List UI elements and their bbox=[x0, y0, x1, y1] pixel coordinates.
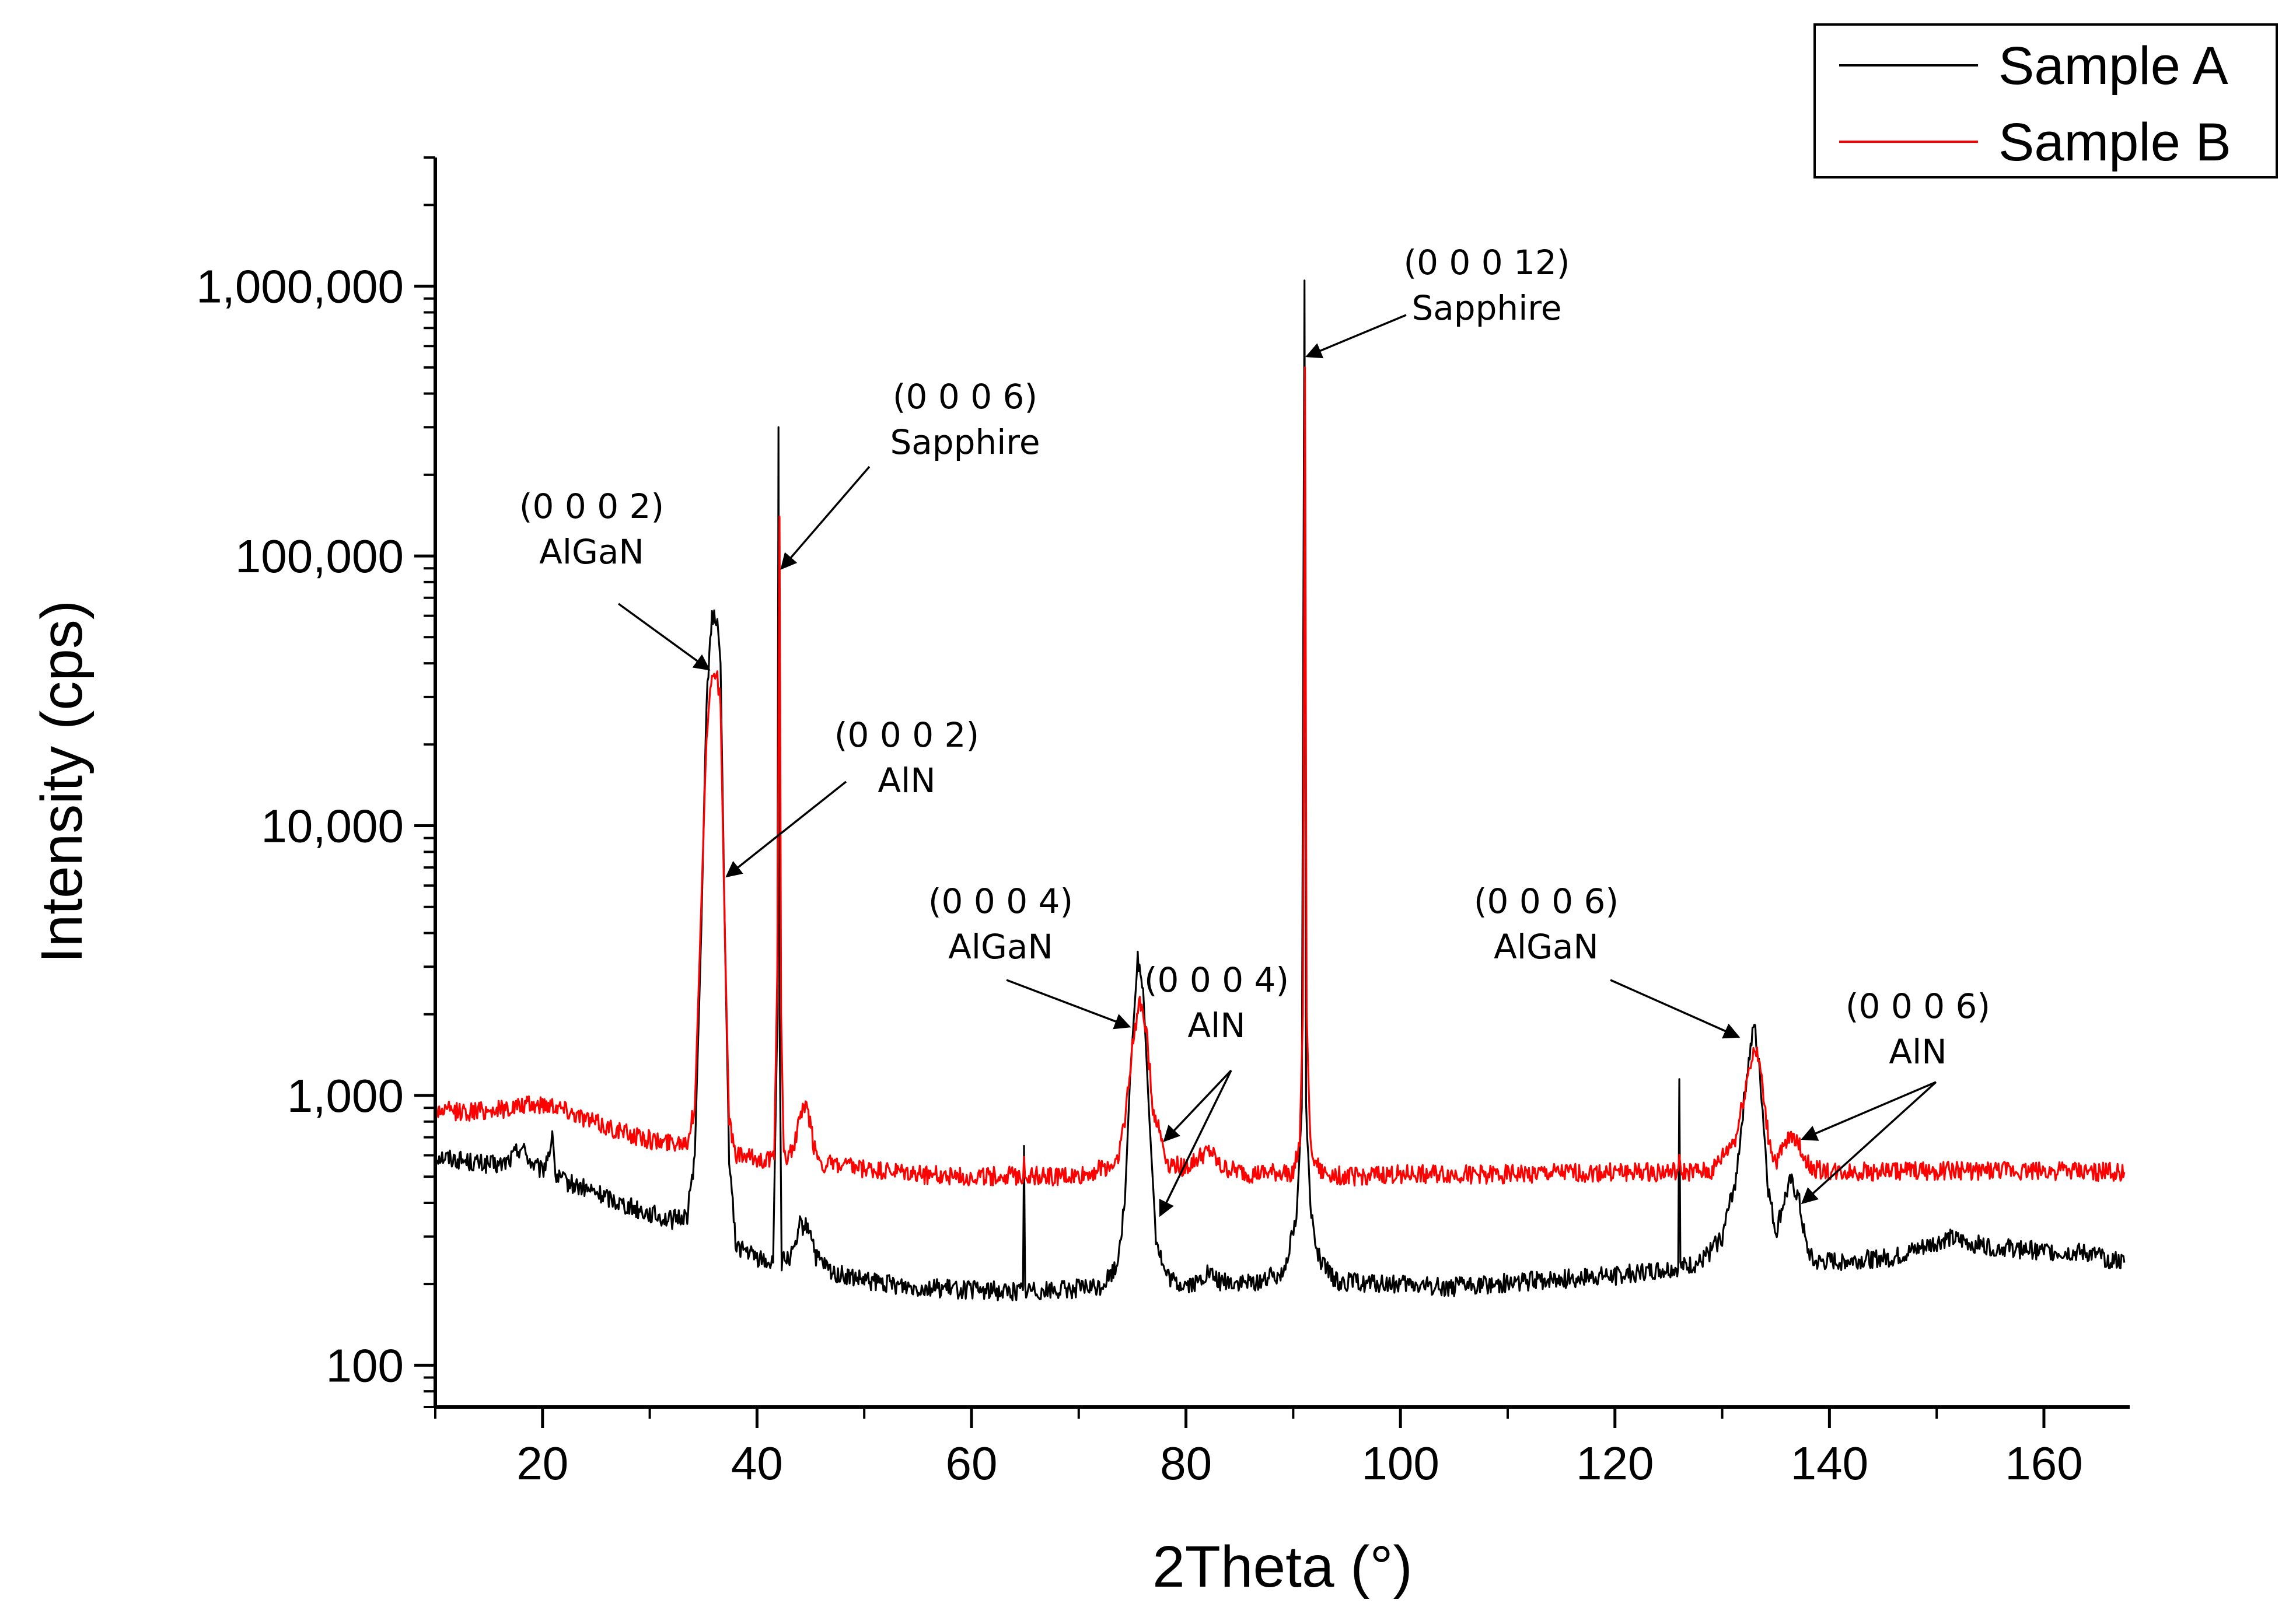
annotation-arrow bbox=[1801, 1081, 1937, 1141]
annotation-arrow bbox=[1610, 979, 1741, 1039]
annotation-material: AlN bbox=[1187, 1006, 1245, 1045]
x-tick-label: 100 bbox=[1361, 1437, 1439, 1489]
annotation-material: AlN bbox=[878, 761, 935, 800]
ticks-layer: 20 40 60 80 100 120 140 160 100 1,000 10,000 100,00… bbox=[196, 156, 2083, 1489]
series-line-sample-b bbox=[434, 366, 2126, 1186]
annotation-miller-index: (0 0 0 2) bbox=[519, 487, 664, 526]
legend-label-sample-b: Sample B bbox=[1998, 113, 2231, 172]
x-tick-label: 140 bbox=[1791, 1437, 1868, 1489]
x-tick-label: 20 bbox=[516, 1437, 568, 1489]
series-layer bbox=[434, 279, 2126, 1301]
annotation-miller-index: (0 0 0 4) bbox=[928, 881, 1073, 921]
annotation-miller-index: (0 0 0 2) bbox=[834, 715, 979, 755]
annotation-arrow bbox=[1163, 1069, 1232, 1142]
annotation-miller-index: (0 0 0 6) bbox=[1474, 881, 1619, 921]
axes bbox=[434, 158, 2130, 1409]
annotation-miller-index: (0 0 0 6) bbox=[1846, 986, 1990, 1026]
annotation-miller-index: (0 0 0 4) bbox=[1144, 960, 1289, 1000]
annotation-material: Sapphire bbox=[890, 422, 1040, 462]
y-tick-label: 100 bbox=[326, 1339, 404, 1391]
annotations-layer: (0 0 0 2) AlGaN (0 0 0 6) Sapphire (0 0 0 2)… bbox=[519, 243, 1990, 1217]
annotation-miller-index: (0 0 0 6) bbox=[893, 377, 1037, 416]
x-tick-label: 40 bbox=[731, 1437, 783, 1489]
annotation-material: AlN bbox=[1889, 1032, 1946, 1072]
annotation-arrow bbox=[617, 603, 711, 671]
y-tick-label: 100,000 bbox=[235, 530, 404, 582]
y-tick-label: 1,000 bbox=[287, 1070, 404, 1122]
legend-label-sample-a: Sample A bbox=[1998, 36, 2228, 96]
legend-box bbox=[1813, 23, 2278, 178]
legend: Sample A Sample B bbox=[1813, 23, 2278, 178]
annotation-arrow bbox=[725, 780, 847, 878]
annotation-arrow bbox=[1305, 314, 1407, 359]
x-axis-title: 2Theta (°) bbox=[1152, 1534, 1413, 1600]
series-line-sample-a bbox=[434, 279, 2126, 1301]
annotation-arrow bbox=[1159, 1070, 1232, 1217]
annotation-arrow bbox=[1006, 979, 1131, 1030]
annotation-material: Sapphire bbox=[1411, 288, 1561, 328]
annotation-miller-index: (0 0 0 12) bbox=[1403, 243, 1570, 282]
annotation-arrow bbox=[780, 466, 871, 570]
y-axis-title: Intensity (cps) bbox=[29, 600, 95, 963]
annotation-arrow bbox=[1801, 1081, 1937, 1205]
y-tick-label: 10,000 bbox=[261, 800, 404, 852]
x-tick-label: 160 bbox=[2005, 1437, 2082, 1489]
x-tick-label: 120 bbox=[1576, 1437, 1654, 1489]
annotation-material: AlGaN bbox=[948, 927, 1053, 967]
y-tick-label: 1,000,000 bbox=[196, 261, 404, 313]
annotation-material: AlGaN bbox=[539, 532, 644, 572]
x-tick-label: 80 bbox=[1160, 1437, 1212, 1489]
annotation-material: AlGaN bbox=[1494, 927, 1599, 967]
x-tick-label: 60 bbox=[945, 1437, 997, 1489]
